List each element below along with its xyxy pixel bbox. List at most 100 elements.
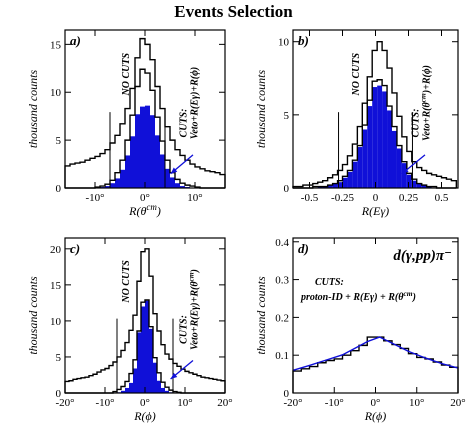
x-tick-label: 0° bbox=[140, 192, 150, 204]
y-tick-label: 0 bbox=[284, 183, 290, 195]
annotation-cuts-title: CUTS: bbox=[179, 109, 190, 138]
histogram-bar-selected bbox=[401, 163, 407, 188]
histogram-bar-selected bbox=[157, 380, 161, 393]
y-tick-label: 0.1 bbox=[275, 350, 289, 362]
x-tick-label: -0.25 bbox=[331, 192, 354, 204]
y-tick-label: 0.2 bbox=[275, 312, 289, 324]
panel-label: c) bbox=[70, 241, 80, 256]
y-tick-label: 10 bbox=[278, 37, 290, 49]
y-tick-label: 15 bbox=[50, 280, 62, 292]
histogram-bar-selected bbox=[377, 85, 383, 188]
y-tick-label: 0 bbox=[284, 388, 290, 400]
histogram-bar-selected bbox=[426, 186, 432, 188]
annotation-cuts-title: CUTS: bbox=[410, 109, 421, 138]
histogram-bar-selected bbox=[121, 390, 125, 393]
x-tick-label: 20° bbox=[217, 397, 232, 409]
histogram-bar-selected bbox=[125, 387, 129, 393]
histogram-bar-selected bbox=[115, 178, 120, 188]
histogram-bar-selected bbox=[145, 105, 150, 188]
figure-title: Events Selection bbox=[174, 2, 293, 21]
x-tick-label: 10° bbox=[409, 397, 424, 409]
fit-line bbox=[292, 336, 459, 371]
y-tick-label: 0 bbox=[56, 388, 62, 400]
y-tick-label: 0.4 bbox=[275, 237, 289, 249]
x-tick-label: 10° bbox=[187, 192, 202, 204]
panel-a: -10° 0° 10° 0 5 10 15 R(θcm) thousand counts a) NO… bbox=[26, 29, 226, 218]
histogram-bar-selected bbox=[337, 182, 343, 188]
histogram-bar-selected bbox=[170, 177, 175, 188]
y-axis-label: thousand counts bbox=[254, 276, 268, 355]
x-tick-label: 20° bbox=[450, 397, 465, 409]
histogram-bar-selected bbox=[133, 368, 137, 393]
x-tick-label: 10° bbox=[177, 397, 192, 409]
histogram-bar-selected bbox=[396, 148, 402, 188]
reaction-label: d(γ,pp)π⁻ bbox=[393, 248, 452, 264]
histogram-bar-selected bbox=[150, 115, 155, 188]
histogram-bar-selected bbox=[110, 183, 115, 188]
histogram-bar-selected bbox=[372, 87, 378, 188]
y-tick-label: 10 bbox=[50, 87, 62, 99]
histogram-bar-selected bbox=[145, 300, 149, 393]
x-axis-label: R(θcm) bbox=[128, 202, 161, 218]
histogram-bar-selected bbox=[347, 171, 353, 188]
histogram-bar-selected bbox=[153, 362, 157, 393]
annotation-cuts-title: CUTS: bbox=[315, 277, 344, 288]
annotation-cuts-formula: Veto+R(Eγ)+R(θcm) bbox=[186, 269, 201, 350]
x-tick-label: -20° bbox=[55, 397, 74, 409]
histogram-bar-selected bbox=[332, 183, 338, 188]
y-tick-label: 10 bbox=[50, 316, 62, 328]
histogram-bar-selected bbox=[342, 177, 348, 188]
histogram-outline-cuts bbox=[293, 79, 457, 189]
y-axis-label: thousand counts bbox=[26, 276, 40, 355]
histogram-bar-selected bbox=[416, 183, 422, 188]
y-tick-label: 20 bbox=[50, 244, 62, 256]
histogram-bar-selected bbox=[165, 390, 169, 393]
histogram-bar-selected bbox=[165, 168, 170, 188]
x-tick-label: -10° bbox=[95, 397, 114, 409]
histogram-bar-selected bbox=[129, 382, 133, 393]
histogram-bar-selected bbox=[141, 306, 145, 393]
histogram-bar-selected bbox=[352, 161, 358, 188]
histogram-outline-cuts bbox=[65, 68, 225, 189]
histogram-bar-selected bbox=[382, 91, 388, 188]
histogram-bar-selected bbox=[392, 130, 397, 188]
histogram-outline-no-cuts bbox=[64, 37, 226, 188]
histogram-outline-no-cuts bbox=[292, 41, 458, 188]
panel-label: a) bbox=[70, 33, 81, 48]
histogram-bar-selected bbox=[105, 186, 110, 188]
histogram-bar-selected bbox=[160, 154, 165, 188]
y-tick-label: 0.3 bbox=[275, 275, 289, 287]
x-axis-label: R(Eγ) bbox=[361, 204, 389, 218]
histogram-bar-selected bbox=[149, 328, 153, 393]
histogram-bar-selected bbox=[125, 155, 130, 188]
histogram-bar-selected bbox=[155, 135, 160, 188]
x-tick-label: 0.5 bbox=[435, 192, 449, 204]
x-tick-label: 0.25 bbox=[399, 192, 419, 204]
histogram-bar-selected bbox=[137, 332, 141, 393]
x-tick-label: -20° bbox=[283, 397, 302, 409]
histogram-bar-selected bbox=[130, 136, 135, 188]
panel-label: b) bbox=[298, 33, 309, 48]
histogram-bar-selected bbox=[161, 387, 165, 393]
annotation-cuts-formula: Veto+R(θcm)+R(ϕ) bbox=[418, 65, 433, 141]
annotation-arrowhead bbox=[170, 372, 178, 380]
annotation-arrowhead bbox=[170, 167, 178, 174]
panel-label: d) bbox=[298, 241, 309, 256]
y-tick-label: 15 bbox=[50, 39, 62, 51]
histogram-bar-selected bbox=[322, 186, 328, 188]
histogram-bar-selected bbox=[180, 186, 185, 188]
histogram-bar-selected bbox=[120, 169, 125, 188]
annotation-no-cuts: NO CUTS bbox=[121, 260, 132, 304]
y-tick-label: 5 bbox=[56, 135, 62, 147]
histogram-bar-selected bbox=[135, 114, 140, 188]
y-tick-label: 0 bbox=[56, 183, 62, 195]
histogram-bar-selected bbox=[175, 183, 180, 188]
histogram-outline-no-cuts bbox=[64, 248, 226, 393]
y-tick-label: 5 bbox=[284, 110, 290, 122]
histogram-bar-selected bbox=[327, 185, 333, 188]
y-axis-label: thousand counts bbox=[254, 70, 268, 149]
histogram-outline-data bbox=[292, 336, 459, 393]
x-tick-label: 0° bbox=[140, 397, 150, 409]
histogram-bar-selected bbox=[367, 106, 373, 188]
